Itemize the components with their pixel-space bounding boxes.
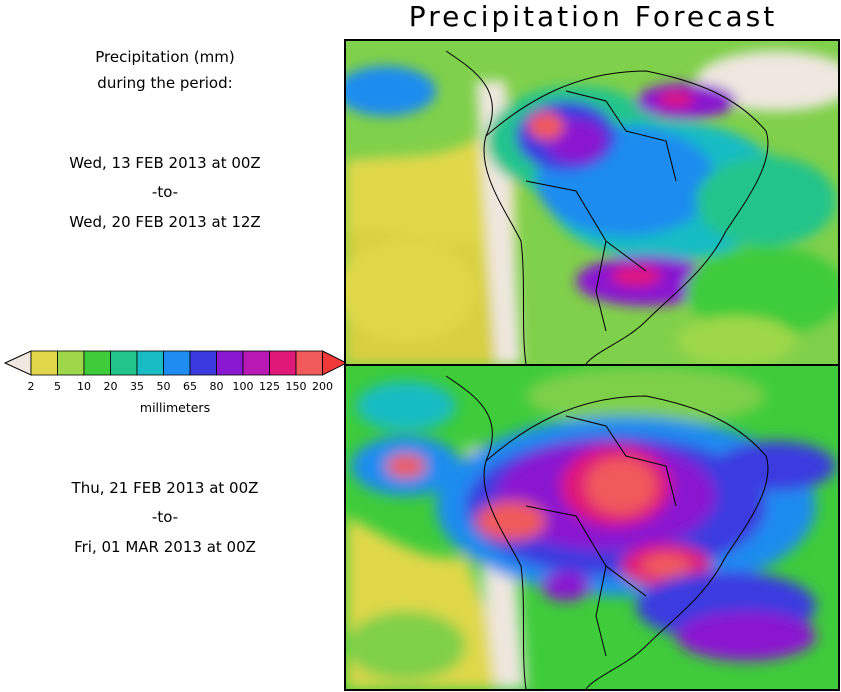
colorbar-tick-label: 150	[285, 380, 307, 393]
colorbar-segment	[189, 350, 217, 376]
period2-separator: -to-	[151, 508, 179, 526]
colorbar-segment	[242, 350, 270, 376]
map-period-2	[344, 364, 840, 691]
colorbar-segment	[136, 350, 164, 376]
map-period-1	[344, 39, 840, 366]
colorbar-segment	[295, 350, 323, 376]
colorbar-tick-label: 200	[312, 380, 333, 393]
period2-end: Fri, 01 MAR 2013 at 00Z	[74, 538, 256, 556]
colorbar-under-arrow	[4, 350, 32, 376]
period1-start: Wed, 13 FEB 2013 at 00Z	[69, 154, 261, 172]
colorbar-tick-label: 125	[259, 380, 280, 393]
colorbar-segment	[30, 350, 58, 376]
intro-line-2: during the period:	[97, 74, 233, 92]
period1-end: Wed, 20 FEB 2013 at 12Z	[69, 213, 261, 231]
colorbar-tick-label: 2	[27, 380, 35, 393]
colorbar-segment	[110, 350, 138, 376]
colorbar-segment	[163, 350, 191, 376]
colorbar-tick-label: 50	[156, 380, 171, 393]
page-title: Precipitation Forecast	[408, 0, 778, 33]
colorbar-tick-label: 20	[103, 380, 118, 393]
period2-start: Thu, 21 FEB 2013 at 00Z	[71, 479, 259, 497]
colorbar-tick-label: 35	[130, 380, 144, 393]
colorbar-tick-label: 80	[209, 380, 224, 393]
colorbar-tick-label: 65	[183, 380, 197, 393]
colorbar-tick-label: 100	[232, 380, 254, 393]
colorbar-tick-label: 5	[54, 380, 61, 393]
colorbar-segment	[83, 350, 111, 376]
period1-separator: -to-	[151, 183, 179, 201]
colorbar-over-arrow	[322, 350, 344, 376]
colorbar-segment	[216, 350, 244, 376]
colorbar-tick-label: 10	[77, 380, 91, 393]
colorbar-segment	[269, 350, 297, 376]
colorbar-segment	[57, 350, 85, 376]
colorbar-units: millimeters	[139, 400, 211, 415]
colorbar	[4, 350, 344, 376]
intro-line-1: Precipitation (mm)	[95, 48, 235, 66]
